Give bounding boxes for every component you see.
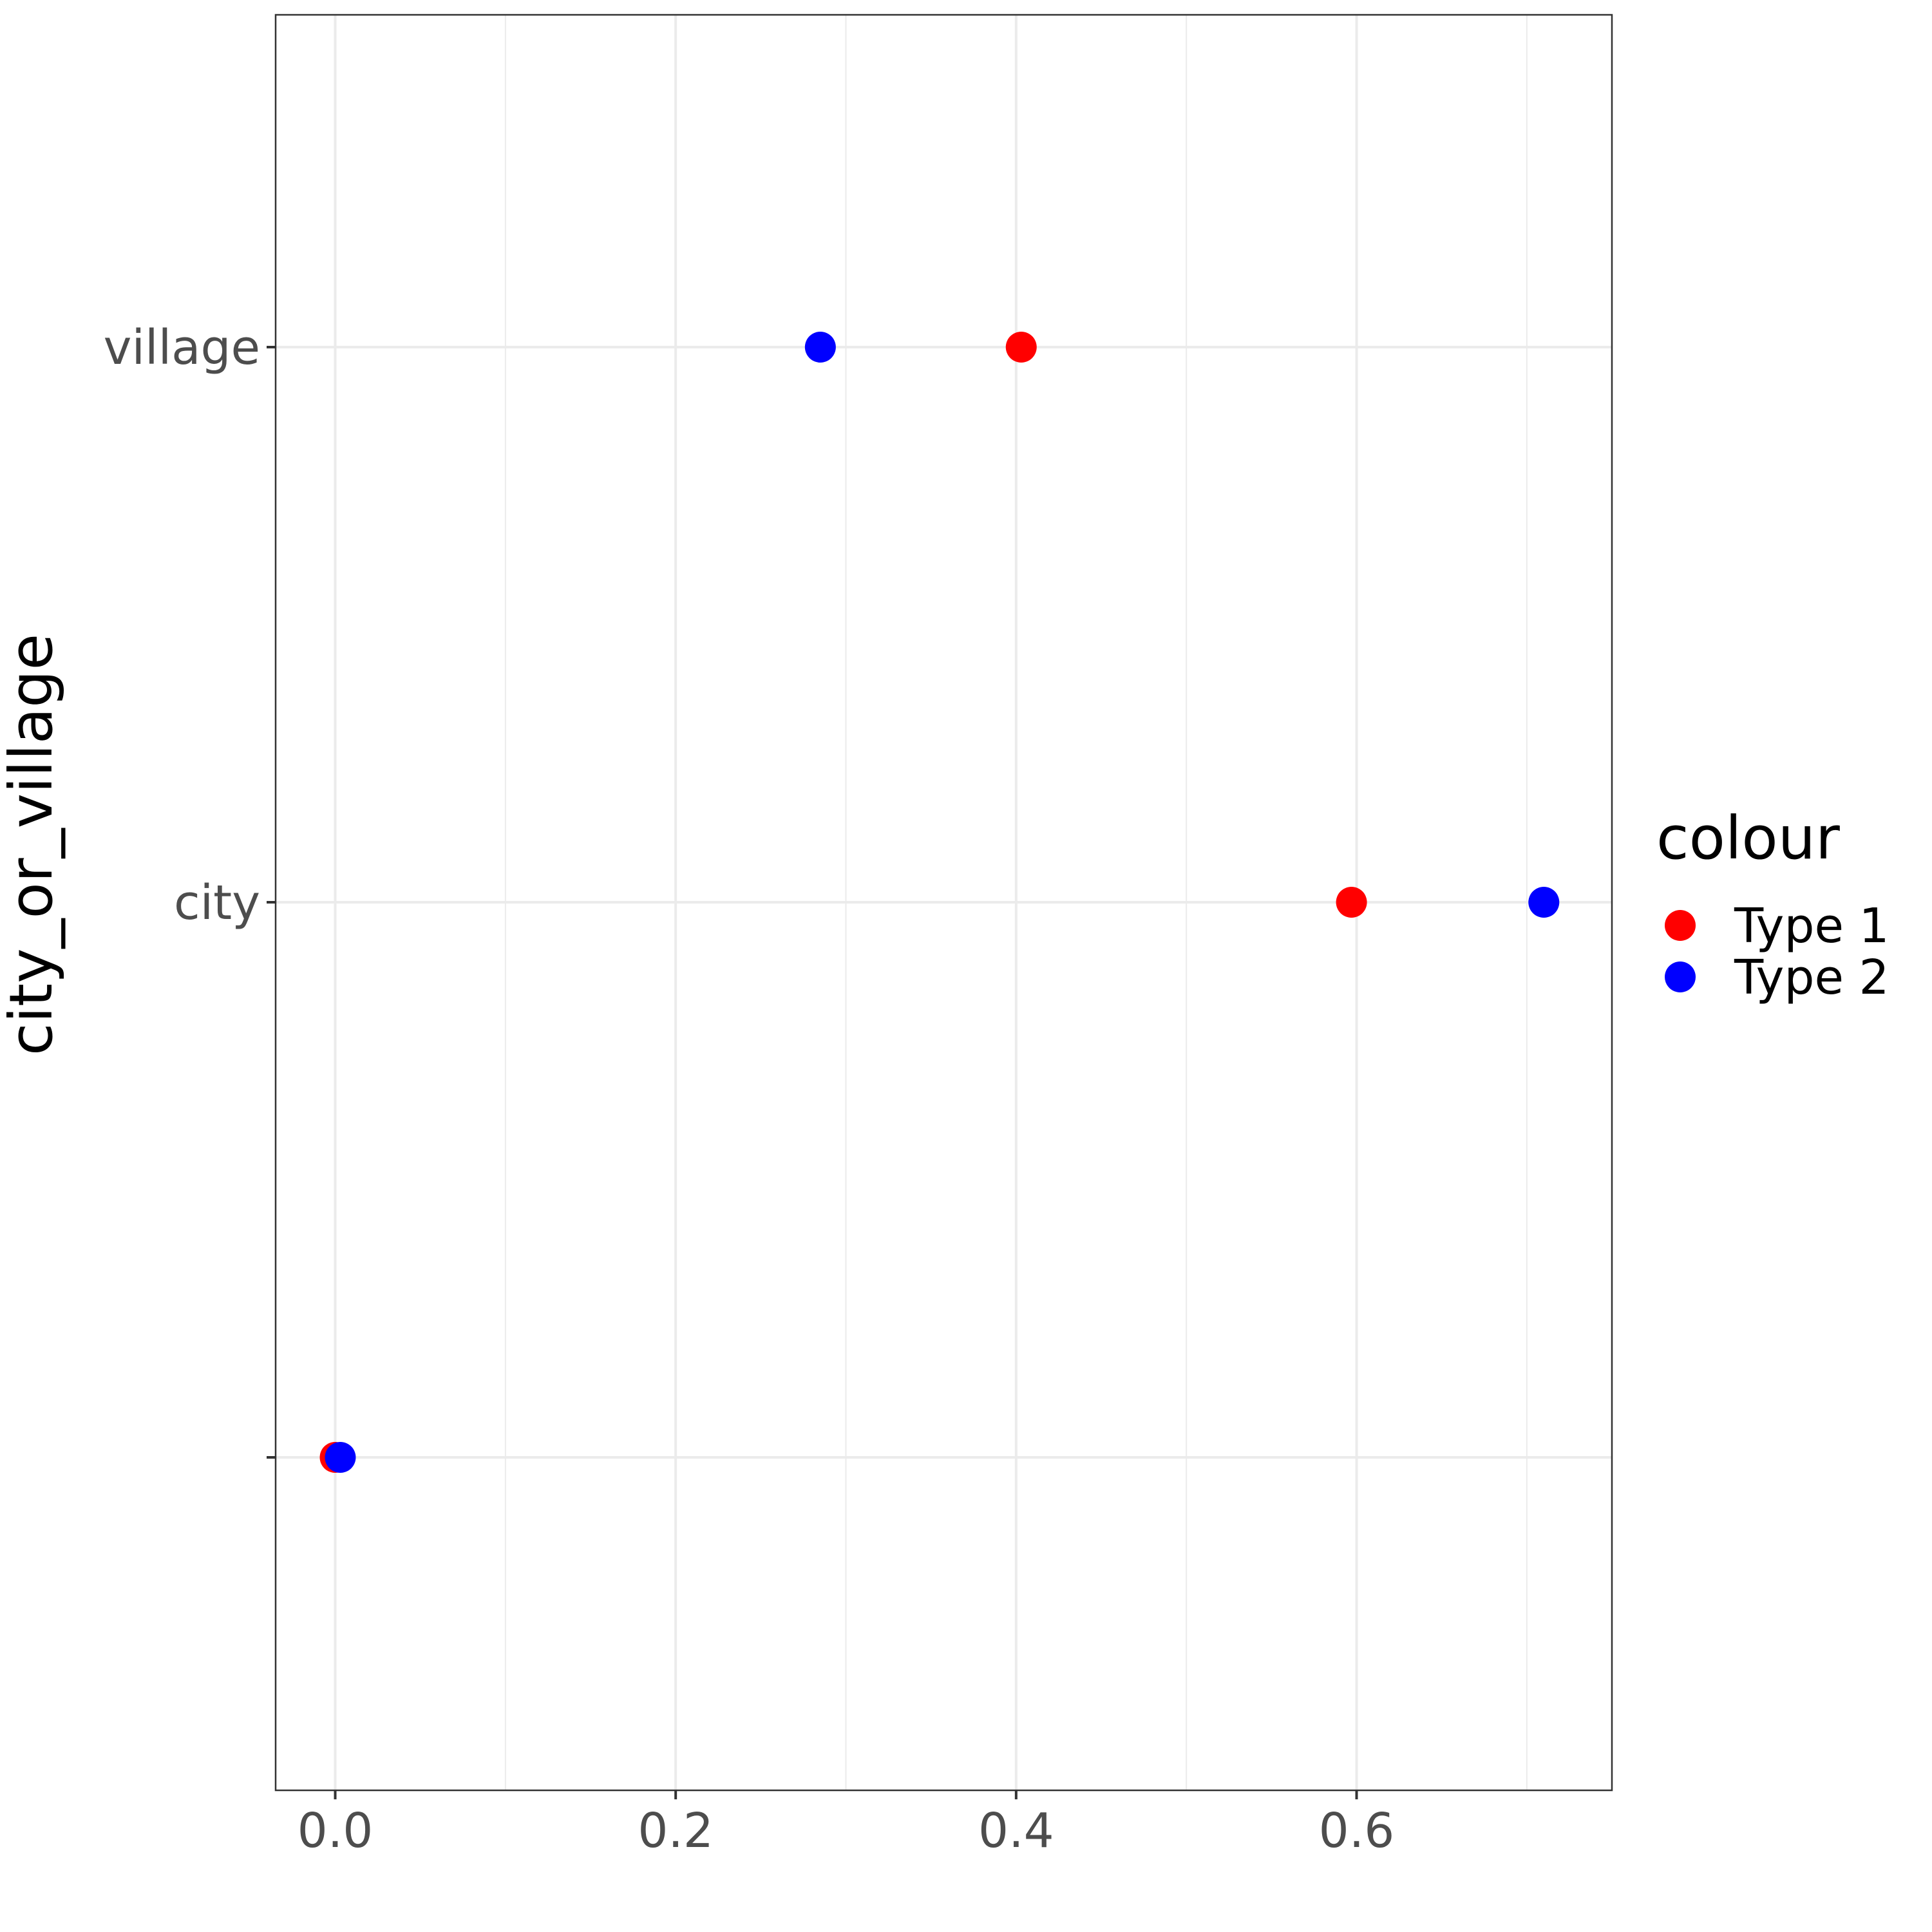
legend-title: colour [1656, 804, 1840, 873]
data-points [319, 332, 1560, 1473]
data-point [1336, 887, 1367, 918]
legend-label: Type 1 [1734, 898, 1889, 954]
data-point [1528, 887, 1560, 918]
x-axis-ticks: 0.0 0.2 0.4 0.6 [298, 1790, 1395, 1859]
x-tick-label: 0.0 [298, 1803, 374, 1859]
y-axis-title: city_or_village [0, 634, 66, 1056]
x-tick-label: 0.4 [978, 1803, 1054, 1859]
x-tick-label: 0.2 [638, 1803, 714, 1859]
y-tick-label: city [174, 875, 260, 931]
data-point [1005, 332, 1037, 363]
data-point [804, 332, 836, 363]
y-tick-label: village [104, 320, 260, 375]
x-tick-label: 0.6 [1319, 1803, 1395, 1859]
legend-key [1665, 961, 1696, 992]
major-gridlines [276, 15, 1612, 1790]
y-axis-ticks: city village [104, 320, 276, 1459]
legend-label: Type 2 [1734, 950, 1889, 1005]
legend-key [1665, 910, 1696, 941]
data-point [325, 1442, 356, 1473]
